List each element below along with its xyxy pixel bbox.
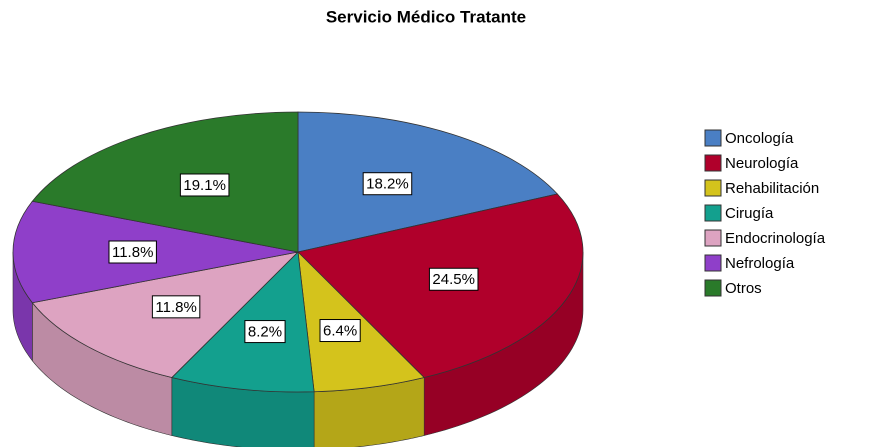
legend-label: Oncología	[725, 130, 794, 147]
legend-label: Rehabilitación	[725, 180, 819, 197]
value-labels: 18.2% 24.5% 6.4% 8.2% 11.8% 11.8% 19.1%	[108, 172, 479, 344]
chart-title: Servicio Médico Tratante	[326, 7, 526, 26]
value-label-box	[319, 319, 361, 343]
legend-label: Endocrinología	[725, 230, 826, 247]
value-label-box	[151, 295, 201, 319]
legend-label: Cirugía	[725, 205, 774, 222]
value-label: 18.2%	[366, 176, 409, 193]
value-label: 19.1%	[183, 177, 226, 194]
value-label: 24.5%	[432, 271, 475, 288]
value-label: 6.4%	[323, 322, 357, 339]
pie-sides	[12, 251, 584, 447]
slice	[171, 251, 315, 393]
legend-swatch	[704, 129, 722, 147]
slice	[297, 250, 425, 393]
legend-swatch	[704, 254, 722, 272]
pie-tops	[12, 111, 584, 393]
value-label: 11.8%	[112, 244, 153, 261]
legend-swatch	[704, 204, 722, 222]
legend-swatch	[704, 154, 722, 172]
slice	[297, 111, 559, 253]
value-label-box	[108, 240, 157, 264]
legend-swatch	[704, 229, 722, 247]
value-label-box	[244, 320, 286, 344]
value-label-box	[362, 172, 413, 196]
legend-swatch	[704, 279, 722, 297]
legend-label: Otros	[725, 280, 762, 297]
legend-swatch	[704, 179, 722, 197]
slice	[31, 111, 299, 253]
legend-label: Neurología	[725, 155, 799, 172]
legend-label: Nefrología	[725, 255, 795, 272]
value-label-box	[428, 267, 479, 291]
value-label: 11.8%	[155, 299, 196, 316]
legend: Oncología Neurología Rehabilitación Cirugía…	[704, 129, 826, 297]
value-label: 8.2%	[248, 324, 282, 341]
value-label-box	[179, 173, 230, 197]
